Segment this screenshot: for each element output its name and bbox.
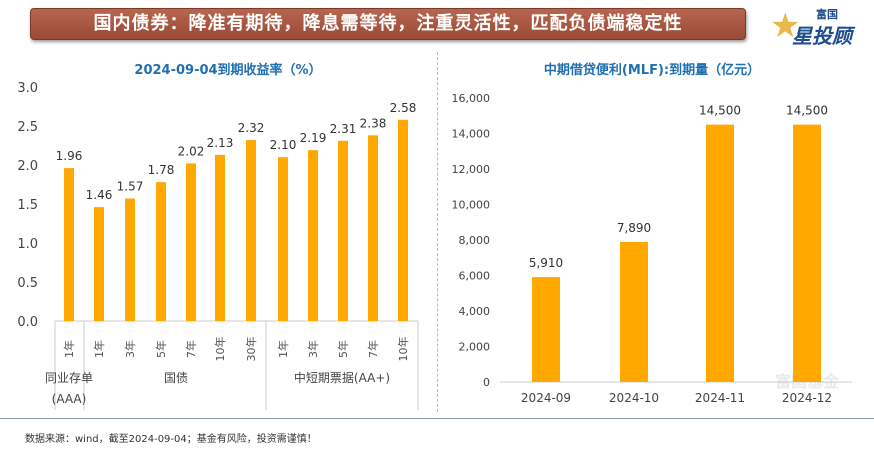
y-tick-label: 14,000 [452,128,491,141]
y-tick-label: 2,000 [459,341,491,354]
x-tick-label: 1年 [62,340,76,358]
group-label: 中短期票据(AA+) [294,370,390,385]
y-tick-label: 1.0 [17,237,38,252]
x-tick-label: 2024-11 [695,391,745,405]
bar [94,207,104,321]
y-tick-label: 4,000 [459,305,491,318]
y-tick-label: 12,000 [452,163,491,176]
y-tick-label: 2.5 [17,120,38,135]
bar [186,163,196,321]
x-tick-label: 2024-09 [521,391,571,405]
data-label: 2.32 [238,121,265,135]
bar [156,182,166,321]
bar [125,198,135,321]
data-label: 1.57 [117,180,144,194]
chart-title: 2024-09-04到期收益率（%） [134,62,321,78]
bar [64,168,74,321]
data-label: 2.19 [300,131,327,145]
x-tick-label: 5年 [154,340,168,358]
y-tick-label: 0.5 [17,276,38,291]
y-tick-label: 0 [483,376,490,389]
bar [278,157,288,321]
x-tick-label: 10年 [396,337,410,362]
divider-bottom [0,418,874,419]
data-label: 1.46 [86,188,113,202]
y-tick-label: 2.0 [17,159,38,174]
bar [532,277,560,382]
y-tick-label: 8,000 [459,234,491,247]
x-tick-label: 7年 [366,340,380,358]
data-label: 2.31 [330,122,357,136]
data-label: 14,500 [699,104,741,118]
chart-title: 中期借贷便利(MLF):到期量（亿元） [544,62,760,78]
data-label: 5,910 [529,256,563,270]
star-icon: ★ [770,6,801,46]
x-tick-label: 30年 [244,337,258,362]
logo-line2: 星投顾 [792,24,852,48]
bar [308,150,318,321]
bar [246,140,256,321]
x-tick-label: 2024-12 [782,391,832,405]
data-label: 7,890 [617,221,651,235]
x-tick-label: 10年 [213,337,227,362]
data-label: 2.02 [178,144,205,158]
y-tick-label: 0.0 [17,315,38,330]
data-label: 2.13 [207,136,234,150]
data-label: 2.38 [360,116,387,130]
y-tick-label: 10,000 [452,199,491,212]
x-tick-label: 3年 [306,340,320,358]
x-tick-label: 1年 [92,340,106,358]
group-label: 国债 [164,371,188,385]
logo-line1: 富国 [816,8,838,21]
bar [368,135,378,321]
group-label: (AAA) [52,392,87,406]
x-tick-label: 3年 [123,340,137,358]
x-tick-label: 5年 [336,340,350,358]
data-label: 2.58 [390,101,417,115]
bar [338,140,348,321]
data-label: 2.10 [270,138,297,152]
group-label: 同业存单 [45,371,93,385]
bar [793,124,821,382]
data-label: 1.96 [56,149,83,163]
banner-title: 国内债券：降准有期待，降息需等待，注重灵活性，匹配负债端稳定性 [30,8,746,40]
x-tick-label: 1年 [276,340,290,358]
data-label: 1.78 [148,163,175,177]
y-tick-label: 6,000 [459,270,491,283]
y-tick-label: 1.5 [17,198,38,213]
logo: ★ 富国 星投顾 [770,4,870,48]
y-tick-label: 3.0 [17,81,38,96]
footer-source: 数据来源：wind，截至2024-09-04；基金有风险，投资需谨慎！ [25,434,317,445]
divider [437,52,438,412]
bar [620,241,648,382]
data-label: 14,500 [786,104,828,118]
y-tick-label: 16,000 [452,92,491,105]
bar [706,124,734,382]
bar [215,154,225,321]
bar [398,119,408,321]
x-tick-label: 7年 [184,340,198,358]
x-tick-label: 2024-10 [609,391,659,405]
